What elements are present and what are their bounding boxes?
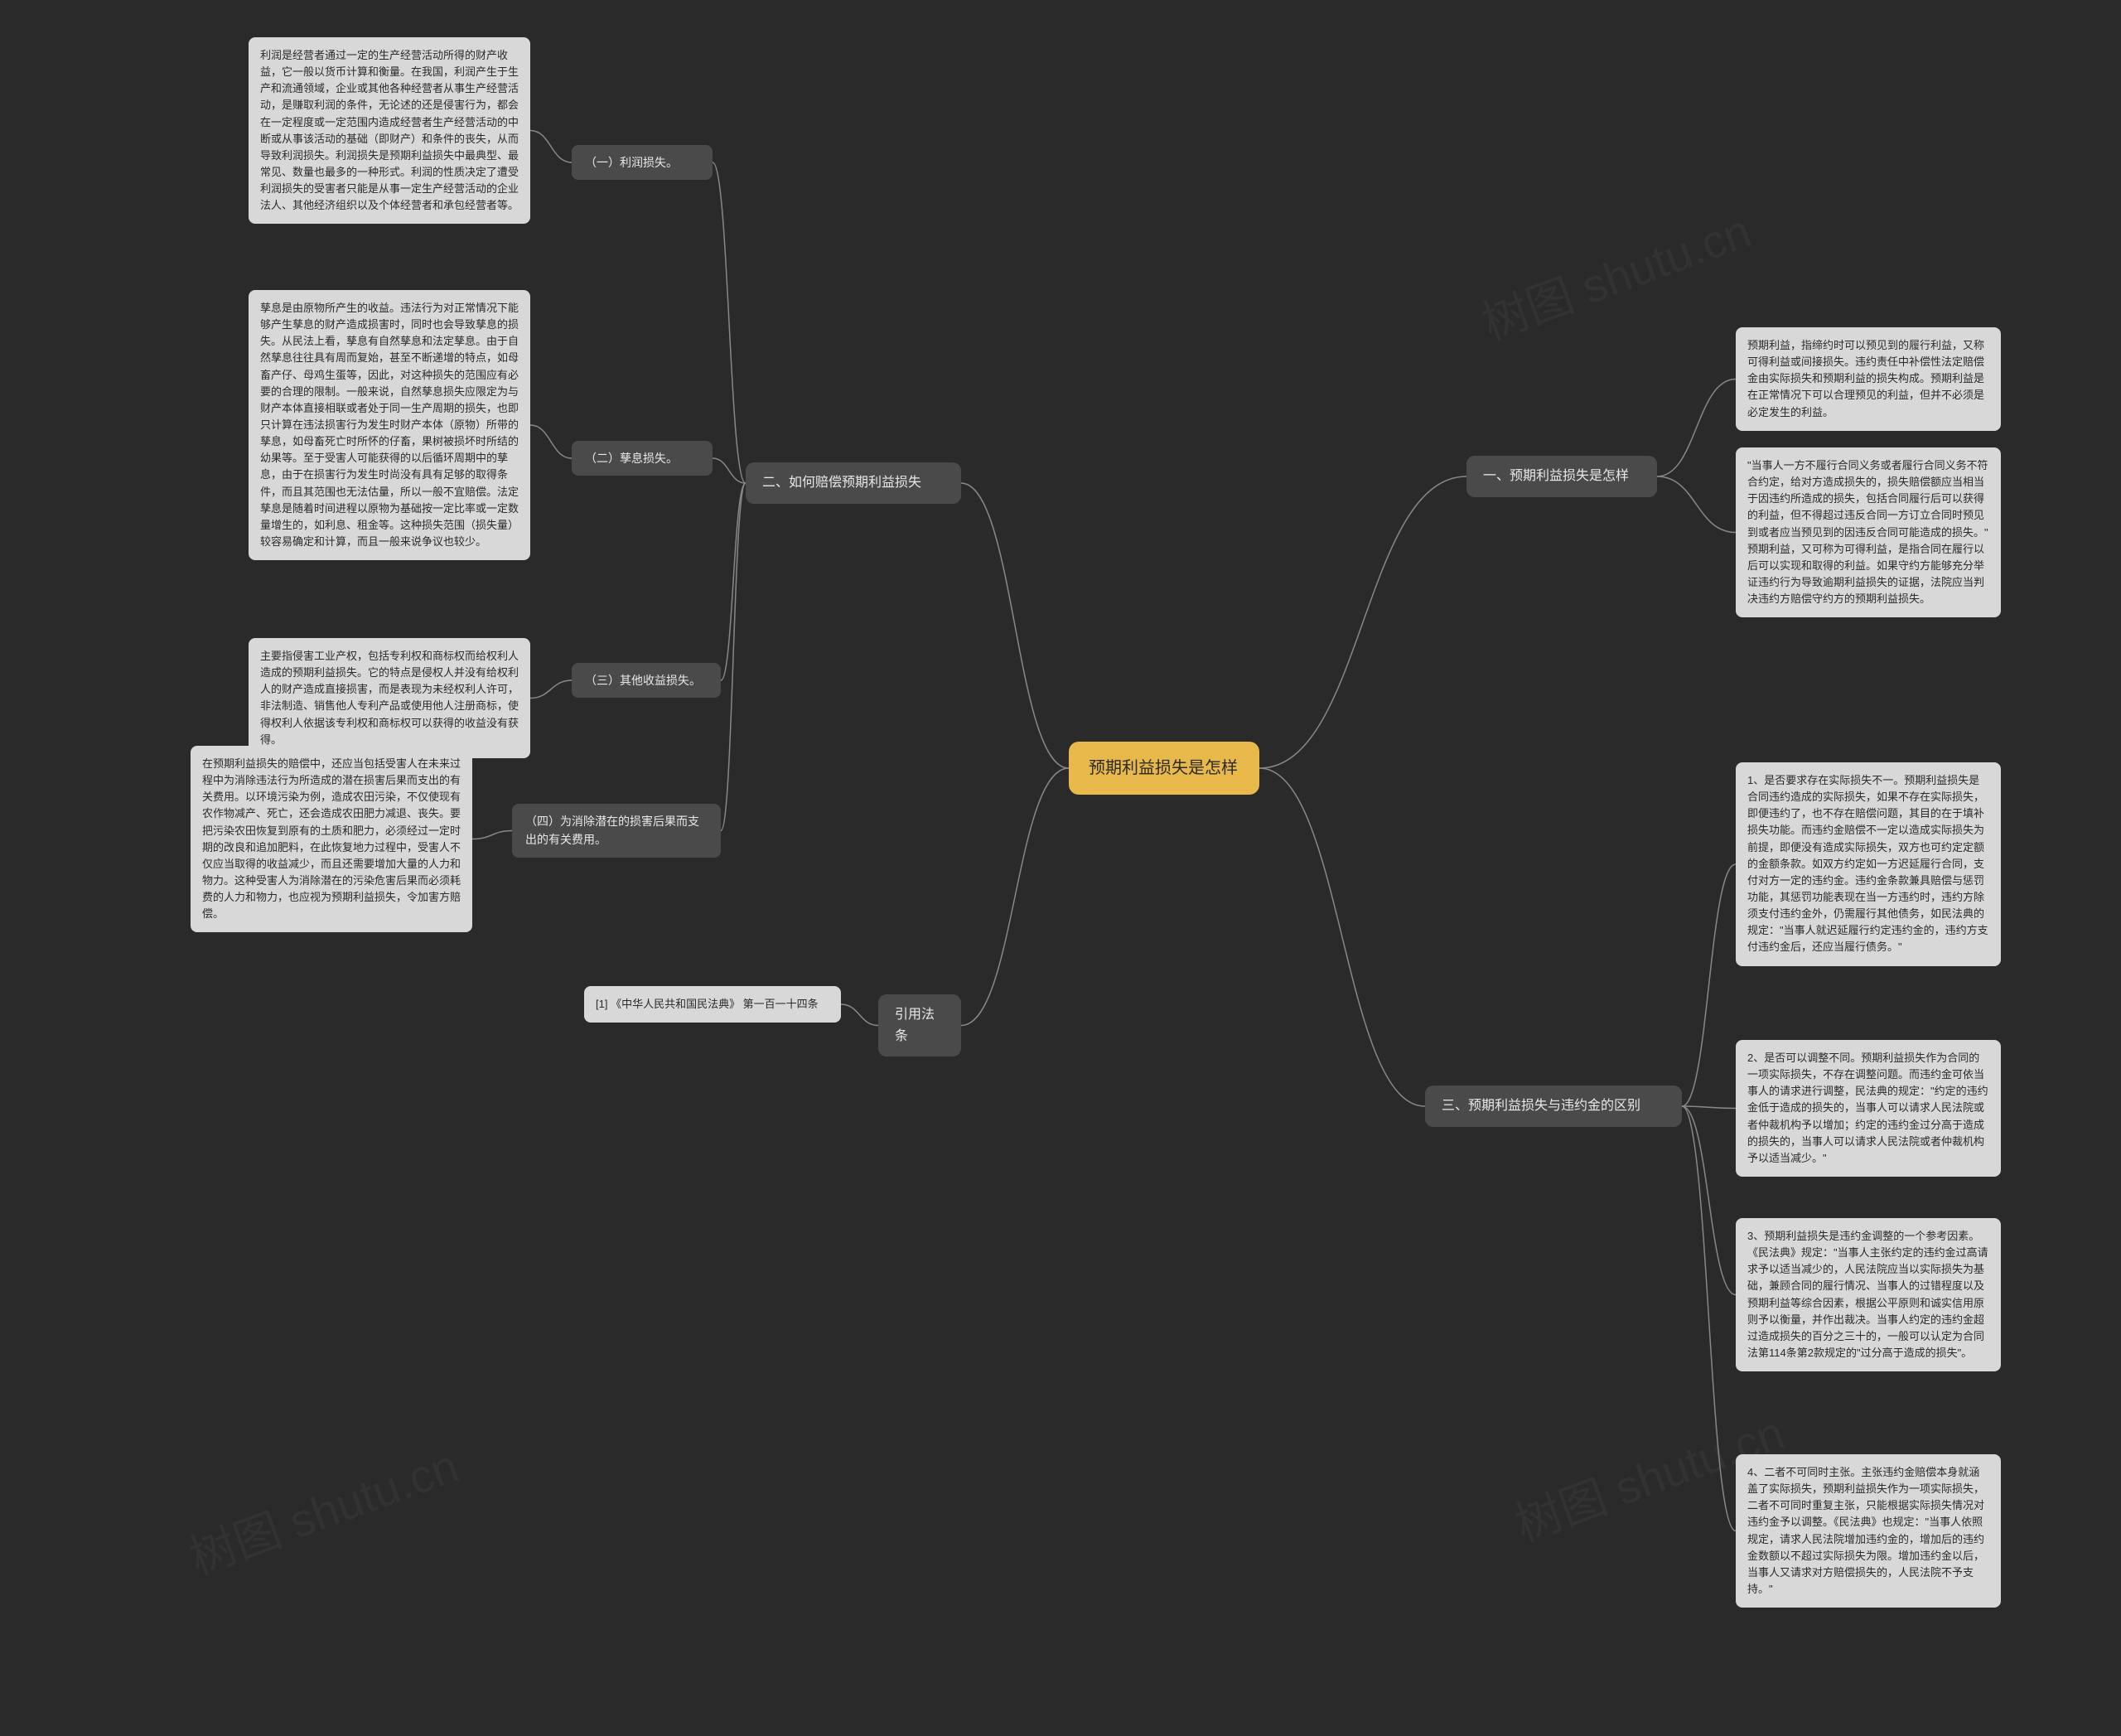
leaf-3-3: 3、预期利益损失是违约金调整的一个参考因素。《民法典》规定："当事人主张约定的违… <box>1736 1218 2001 1371</box>
leaf-2-3: 主要指侵害工业产权，包括专利权和商标权而给权利人造成的预期利益损失。它的特点是侵… <box>249 638 530 758</box>
watermark: 树图 shutu.cn <box>179 1429 466 1588</box>
watermark: 树图 shutu.cn <box>1471 194 1759 353</box>
leaf-2-4: 在预期利益损失的赔偿中，还应当包括受害人在未来过程中为消除违法行为所造成的潜在损… <box>191 746 472 932</box>
sub-2-4[interactable]: （四）为消除潜在的损害后果而支出的有关费用。 <box>512 804 721 858</box>
leaf-1-2: "当事人一方不履行合同义务或者履行合同义务不符合约定，给对方造成损失的，损失赔偿… <box>1736 447 2001 617</box>
branch-1[interactable]: 一、预期利益损失是怎样 <box>1466 456 1657 497</box>
leaf-2-2: 孳息是由原物所产生的收益。违法行为对正常情况下能够产生孳息的财产造成损害时，同时… <box>249 290 530 560</box>
sub-2-1[interactable]: （一）利润损失。 <box>572 145 713 180</box>
root-node[interactable]: 预期利益损失是怎样 <box>1069 742 1259 795</box>
branch-3[interactable]: 三、预期利益损失与违约金的区别 <box>1425 1086 1682 1127</box>
leaf-4-1: [1] 《中华人民共和国民法典》 第一百一十四条 <box>584 986 841 1023</box>
sub-2-3[interactable]: （三）其他收益损失。 <box>572 663 721 698</box>
branch-4[interactable]: 引用法条 <box>878 994 961 1057</box>
leaf-2-1: 利润是经营者通过一定的生产经营活动所得的财产收益，它一般以货币计算和衡量。在我国… <box>249 37 530 224</box>
branch-2[interactable]: 二、如何赔偿预期利益损失 <box>746 462 961 504</box>
leaf-3-4: 4、二者不可同时主张。主张违约金赔偿本身就涵盖了实际损失，预期利益损失作为一项实… <box>1736 1454 2001 1608</box>
leaf-3-2: 2、是否可以调整不同。预期利益损失作为合同的一项实际损失，不存在调整问题。而违约… <box>1736 1040 2001 1177</box>
leaf-1-1: 预期利益，指缔约时可以预见到的履行利益，又称可得利益或间接损失。违约责任中补偿性… <box>1736 327 2001 431</box>
leaf-3-1: 1、是否要求存在实际损失不一。预期利益损失是合同违约造成的实际损失，如果不存在实… <box>1736 762 2001 966</box>
sub-2-2[interactable]: （二）孳息损失。 <box>572 441 713 476</box>
